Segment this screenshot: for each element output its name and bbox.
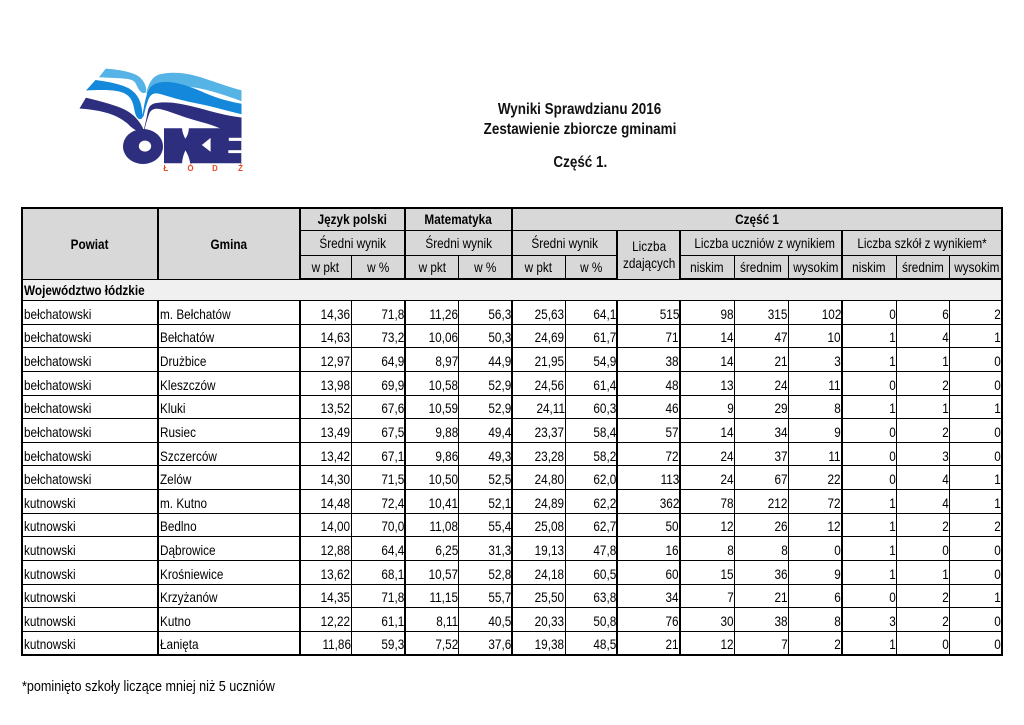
- svg-text:Ó: Ó: [187, 164, 193, 173]
- svg-text:Ł: Ł: [163, 164, 168, 173]
- svg-text:D: D: [212, 164, 218, 173]
- svg-text:Ź: Ź: [238, 164, 243, 173]
